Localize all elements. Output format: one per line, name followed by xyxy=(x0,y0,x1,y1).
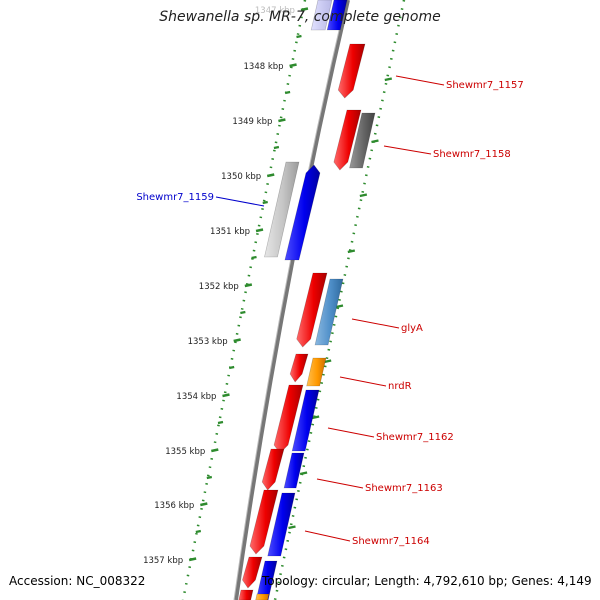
gene-leader-line xyxy=(395,75,445,86)
accession-text: Accession: NC_008322 xyxy=(9,574,146,588)
gene-leader-line xyxy=(215,196,265,207)
labels-layer: Shewmr7_1157 Shewmr7_1158 Shewmr7_1159 glyA… xyxy=(136,80,523,547)
gene-leader-line xyxy=(327,427,375,438)
gene-feature[interactable] xyxy=(238,589,254,600)
ruler-tick xyxy=(266,173,275,178)
ruler-label: 1356 kbp xyxy=(154,501,194,511)
ruler-minor-tick xyxy=(284,90,291,95)
genome-backbone xyxy=(234,0,350,600)
gene-leader-line xyxy=(351,318,400,329)
ruler-tick xyxy=(188,557,197,562)
gene-feature-nrdr[interactable] xyxy=(289,353,309,383)
ruler-label: 1354 kbp xyxy=(176,392,216,402)
gene-feature-glya[interactable] xyxy=(296,272,328,348)
gene-feature[interactable] xyxy=(242,556,263,589)
ruler-tick xyxy=(289,63,297,68)
gene-feature-shewmr7-1158[interactable] xyxy=(333,109,362,171)
ruler-label: 1357 kbp xyxy=(143,556,183,566)
blast-match-feature[interactable] xyxy=(267,492,296,557)
orange-feature[interactable] xyxy=(306,357,327,387)
backbone-highlight xyxy=(233,0,347,600)
gene-feature-shewmr7-1163[interactable] xyxy=(261,448,285,491)
ruler-ticks-layer: 1347 kbp 1348 kbp 1349 kbp 1350 kbp 1351 kbp… xyxy=(143,6,393,566)
ruler-minor-tick xyxy=(262,200,268,205)
ruler-label: 1347 kbp xyxy=(255,6,295,16)
ruler-tick xyxy=(222,393,230,398)
ruler-ring-line xyxy=(181,0,307,600)
gene-label[interactable]: Shewmr7_1158 xyxy=(433,149,511,160)
outer-ring-tick xyxy=(311,415,320,420)
ruler-label: 1355 kbp xyxy=(165,447,205,457)
gene-leader-line xyxy=(383,145,432,155)
gene-feature-shewmr7-1164[interactable] xyxy=(249,489,279,555)
outer-ring-tick xyxy=(347,249,356,254)
ruler-minor-tick xyxy=(206,475,213,480)
blast-match-feature[interactable] xyxy=(283,452,305,489)
features-layer[interactable] xyxy=(238,0,376,600)
ruler-tick xyxy=(211,448,219,453)
ruler-tick xyxy=(278,118,286,123)
gene-label[interactable]: Shewmr7_1159 xyxy=(136,192,214,203)
ruler-tick xyxy=(300,7,309,12)
topology-text: Topology: circular; Length: 4,792,610 bp… xyxy=(262,574,592,588)
ruler-label: 1352 kbp xyxy=(199,282,239,292)
gene-label[interactable]: Shewmr7_1164 xyxy=(352,536,430,547)
outer-ring-tick xyxy=(323,359,332,364)
ring-lines-layer xyxy=(181,0,406,600)
genome-title: Shewanella sp. MR-7, complete genome xyxy=(159,9,441,25)
light-gray-feature[interactable] xyxy=(264,161,300,258)
ruler-label: 1348 kbp xyxy=(244,62,284,72)
gene-leader-line xyxy=(316,478,364,489)
ruler-minor-tick xyxy=(273,145,280,150)
ruler-tick xyxy=(244,283,253,288)
outer-ring-tick xyxy=(384,77,393,82)
ruler-label: 1350 kbp xyxy=(221,172,261,182)
ruler-minor-tick xyxy=(296,34,302,39)
ruler-minor-tick xyxy=(195,529,202,534)
pale-blast-feature[interactable] xyxy=(310,0,333,31)
outer-ring-tick xyxy=(335,304,344,309)
blast-match-feature[interactable] xyxy=(291,389,320,452)
gene-label[interactable]: Shewmr7_1162 xyxy=(376,432,454,443)
ruler-tick xyxy=(200,502,208,507)
ruler-tick xyxy=(233,338,241,343)
leader-lines-layer xyxy=(215,75,445,542)
gene-label[interactable]: nrdR xyxy=(388,381,412,392)
ruler-label: 1353 kbp xyxy=(188,337,228,347)
steelblue-feature[interactable] xyxy=(314,278,344,346)
ruler-minor-tick xyxy=(217,420,224,425)
ruler-label: 1351 kbp xyxy=(210,227,250,237)
gray-feature[interactable] xyxy=(349,112,376,169)
outer-ring-tick xyxy=(299,471,308,476)
gene-leader-line xyxy=(339,376,387,387)
gene-label[interactable]: Shewmr7_1157 xyxy=(446,80,524,91)
outer-ring-tick xyxy=(371,139,379,144)
ruler-minor-tick xyxy=(240,310,246,315)
ruler-minor-tick xyxy=(251,255,257,260)
ruler-minor-tick xyxy=(228,365,235,370)
gene-feature-shewmr7-1157[interactable] xyxy=(337,43,366,99)
outer-ring-tick xyxy=(288,525,296,530)
outer-ring-line xyxy=(273,0,406,600)
gene-leader-line xyxy=(304,530,351,542)
gene-feature-shewmr7-1159[interactable] xyxy=(284,164,321,261)
outer-ring-tick xyxy=(359,193,368,198)
ruler-tick xyxy=(255,228,264,233)
orange-feature[interactable] xyxy=(255,593,270,600)
gene-label[interactable]: Shewmr7_1163 xyxy=(365,483,443,494)
blast-match-feature[interactable] xyxy=(255,560,278,600)
gene-label[interactable]: glyA xyxy=(401,323,423,334)
gene-feature-shewmr7-1162[interactable] xyxy=(273,384,304,454)
ruler-label: 1349 kbp xyxy=(232,117,272,127)
blast-match-feature[interactable] xyxy=(326,0,348,31)
